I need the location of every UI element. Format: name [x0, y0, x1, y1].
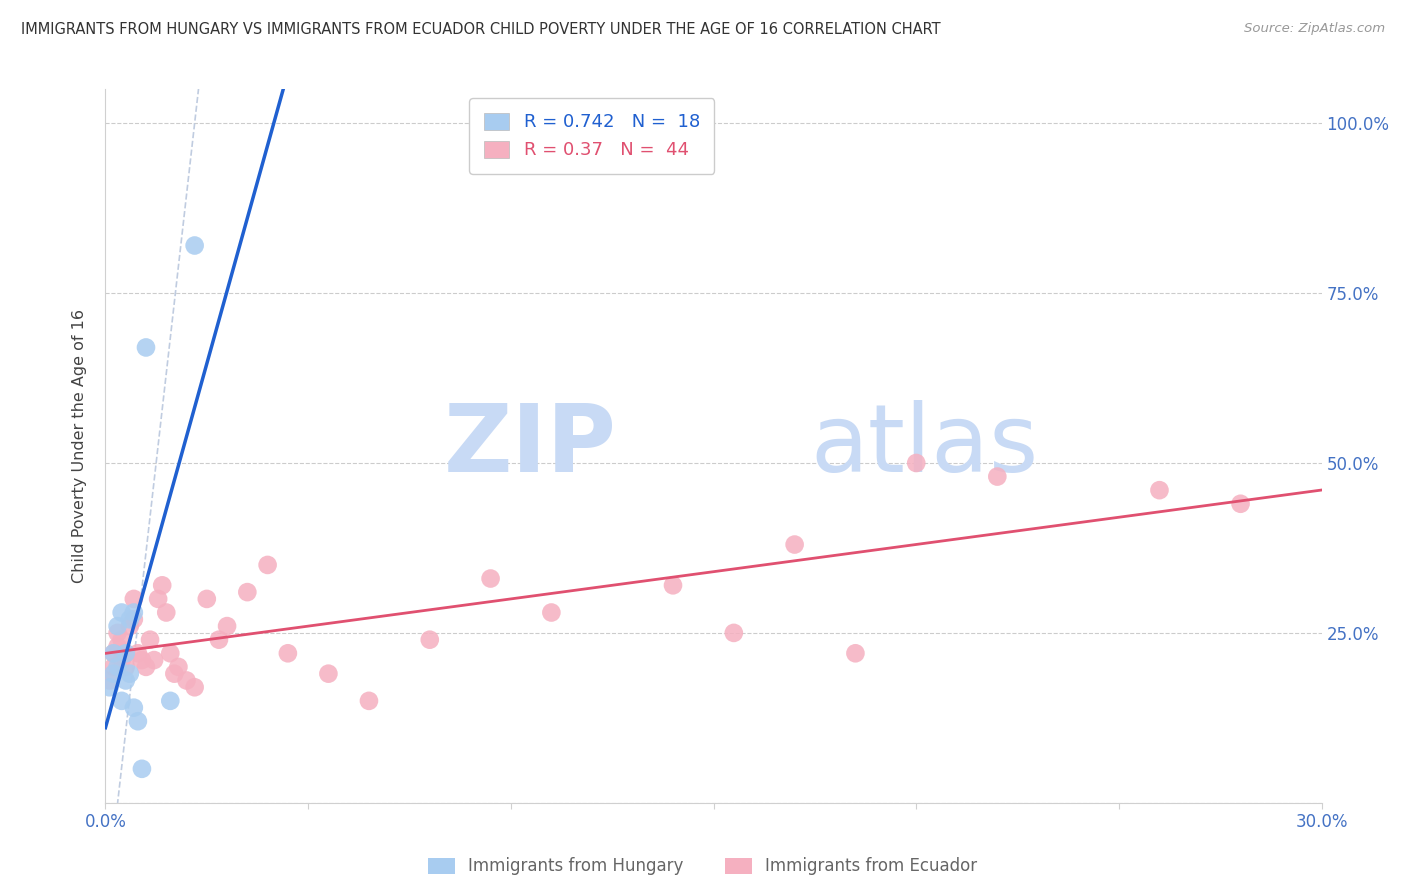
Point — [107, 660, 129, 674]
Point — [111, 606, 134, 620]
Point — [176, 673, 198, 688]
Point — [114, 646, 136, 660]
Point — [1149, 483, 1171, 498]
Point — [318, 666, 340, 681]
Point — [159, 694, 181, 708]
Point — [277, 646, 299, 660]
Point — [905, 456, 928, 470]
Point — [143, 653, 166, 667]
Point — [118, 612, 141, 626]
Legend: R = 0.742   N =  18, R = 0.37   N =  44: R = 0.742 N = 18, R = 0.37 N = 44 — [470, 98, 714, 174]
Point — [135, 341, 157, 355]
Point — [1229, 497, 1251, 511]
Point — [127, 646, 149, 660]
Legend: Immigrants from Hungary, Immigrants from Ecuador: Immigrants from Hungary, Immigrants from… — [422, 851, 984, 882]
Text: Source: ZipAtlas.com: Source: ZipAtlas.com — [1244, 22, 1385, 36]
Point — [159, 646, 181, 660]
Point — [118, 666, 141, 681]
Point — [419, 632, 441, 647]
Point — [155, 606, 177, 620]
Point — [256, 558, 278, 572]
Point — [150, 578, 173, 592]
Text: ZIP: ZIP — [443, 400, 616, 492]
Point — [540, 606, 562, 620]
Point — [139, 632, 162, 647]
Point — [107, 626, 129, 640]
Point — [131, 762, 153, 776]
Point — [183, 680, 205, 694]
Point — [783, 537, 806, 551]
Text: IMMIGRANTS FROM HUNGARY VS IMMIGRANTS FROM ECUADOR CHILD POVERTY UNDER THE AGE O: IMMIGRANTS FROM HUNGARY VS IMMIGRANTS FR… — [21, 22, 941, 37]
Point — [208, 632, 231, 647]
Point — [844, 646, 866, 660]
Y-axis label: Child Poverty Under the Age of 16: Child Poverty Under the Age of 16 — [72, 309, 87, 583]
Point — [103, 666, 125, 681]
Point — [131, 653, 153, 667]
Point — [111, 653, 134, 667]
Point — [195, 591, 218, 606]
Point — [723, 626, 745, 640]
Point — [103, 646, 125, 660]
Point — [114, 646, 136, 660]
Point — [114, 660, 136, 674]
Point — [217, 619, 239, 633]
Point — [118, 619, 141, 633]
Text: atlas: atlas — [811, 400, 1039, 492]
Point — [122, 612, 145, 626]
Point — [135, 660, 157, 674]
Point — [122, 700, 145, 714]
Point — [479, 572, 502, 586]
Point — [167, 660, 190, 674]
Point — [357, 694, 380, 708]
Point — [236, 585, 259, 599]
Point — [122, 591, 145, 606]
Point — [127, 714, 149, 729]
Point — [107, 640, 129, 654]
Point — [111, 694, 134, 708]
Point — [98, 680, 121, 694]
Point — [986, 469, 1008, 483]
Point — [183, 238, 205, 252]
Point — [662, 578, 685, 592]
Point — [163, 666, 186, 681]
Point — [146, 591, 169, 606]
Point — [103, 646, 125, 660]
Point — [103, 660, 125, 674]
Point — [107, 619, 129, 633]
Point — [122, 606, 145, 620]
Point — [114, 673, 136, 688]
Point — [111, 632, 134, 647]
Point — [98, 673, 121, 688]
